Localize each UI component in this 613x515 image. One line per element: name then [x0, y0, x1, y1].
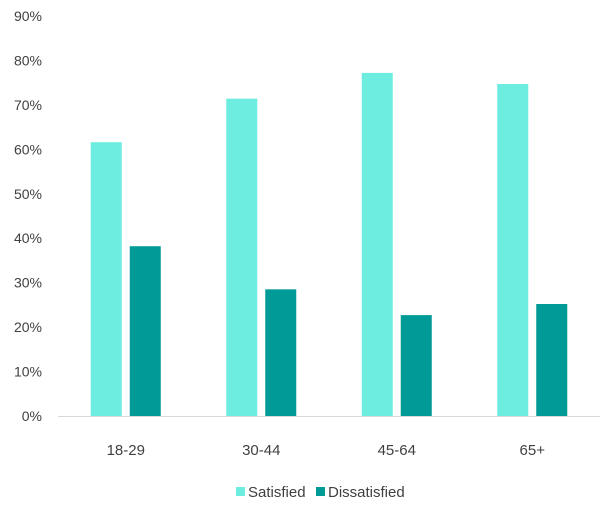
y-tick-label: 60% — [14, 141, 42, 157]
x-axis: 18-29 30-44 45-64 65+ — [107, 442, 546, 459]
x-tick-label: 18-29 — [107, 442, 145, 459]
bar-dissatisfied-65+ — [536, 304, 568, 416]
bars — [90, 72, 568, 417]
bar-dissatisfied-30-44 — [265, 289, 297, 416]
x-tick-label: 45-64 — [378, 442, 416, 459]
y-tick-label: 80% — [14, 52, 42, 68]
bar-satisfied-45-64 — [361, 72, 393, 416]
y-tick-label: 10% — [14, 364, 42, 380]
bar-dissatisfied-45-64 — [400, 315, 432, 416]
y-axis: 0% 10% 20% 30% 40% 50% 60% 70% 80% 90% — [14, 8, 42, 424]
x-tick-label: 65+ — [520, 442, 546, 459]
legend-swatch-dissatisfied — [316, 487, 325, 496]
y-tick-label: 90% — [14, 8, 42, 24]
bar-dissatisfied-18-29 — [129, 246, 161, 416]
y-tick-label: 20% — [14, 319, 42, 335]
x-tick-label: 30-44 — [242, 442, 280, 459]
y-tick-label: 30% — [14, 275, 42, 291]
legend-label-dissatisfied: Dissatisfied — [328, 484, 405, 501]
legend: Satisfied Dissatisfied — [236, 484, 405, 501]
y-tick-label: 70% — [14, 97, 42, 113]
bar-satisfied-18-29 — [90, 142, 122, 416]
bar-satisfied-65+ — [497, 84, 529, 416]
legend-label-satisfied: Satisfied — [248, 484, 306, 501]
y-tick-label: 40% — [14, 230, 42, 246]
y-tick-label: 0% — [22, 408, 42, 424]
bar-satisfied-30-44 — [226, 98, 258, 417]
legend-swatch-satisfied — [236, 487, 245, 496]
y-tick-label: 50% — [14, 186, 42, 202]
